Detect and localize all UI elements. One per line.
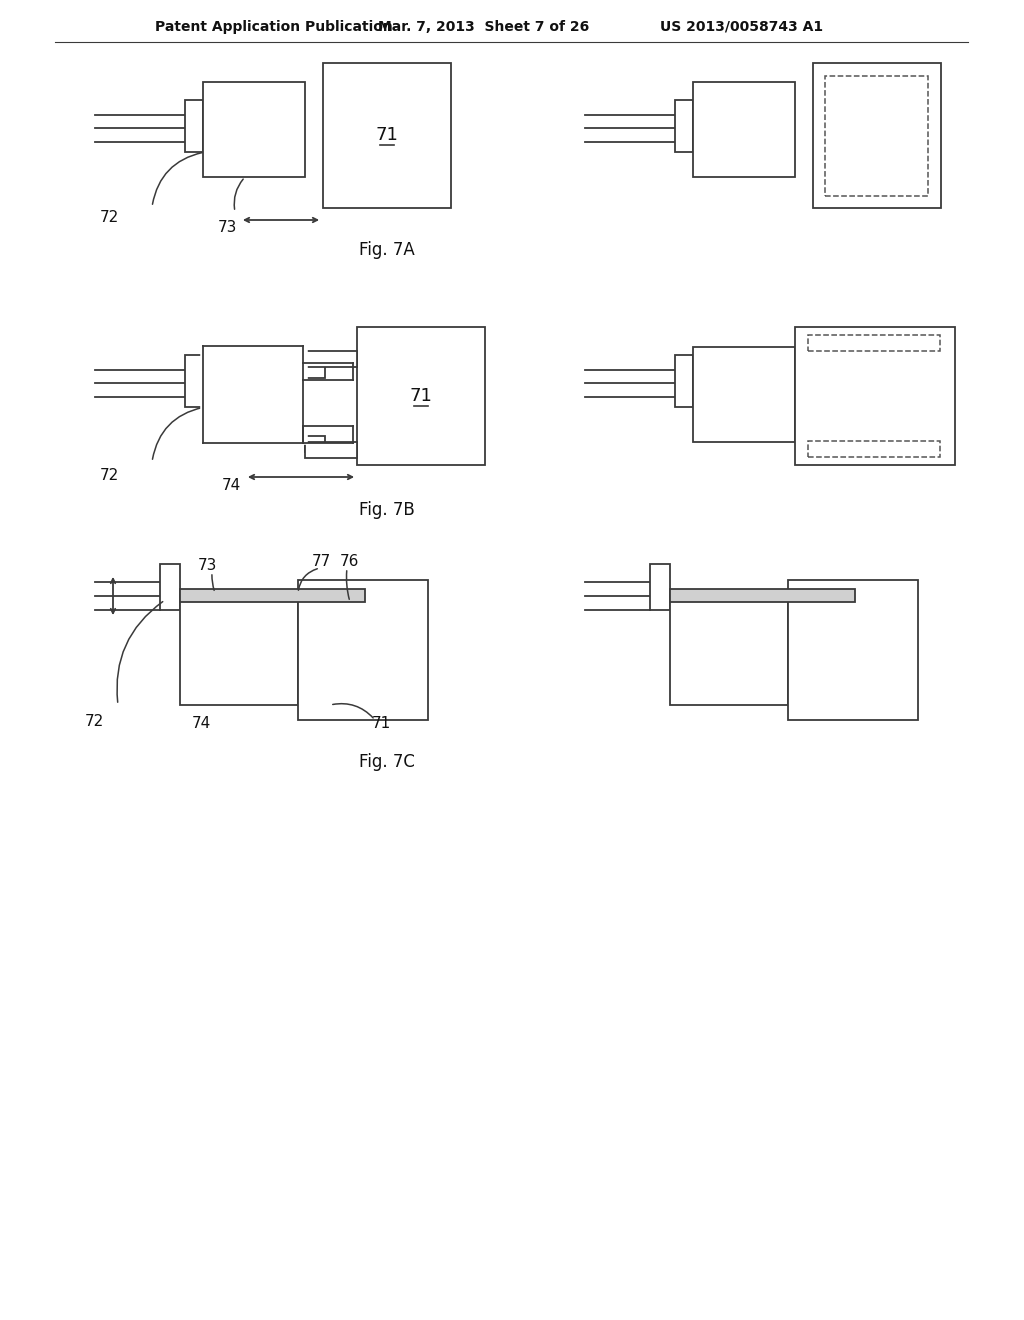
Text: 72: 72 [100,467,119,483]
Bar [180,595,298,705]
Text: 74: 74 [193,717,211,731]
Bar [160,564,180,610]
Text: Fig. 7B: Fig. 7B [359,502,415,519]
Text: 72: 72 [85,714,104,730]
Bar [323,63,451,209]
Text: 73: 73 [218,220,238,235]
Bar [203,347,305,442]
Bar [808,441,940,457]
Bar [203,347,305,442]
Bar [357,327,485,465]
Text: 71: 71 [376,125,398,144]
Bar [670,589,855,602]
Text: 76: 76 [340,554,359,569]
Text: 71: 71 [410,387,432,405]
Bar [298,579,428,719]
Bar [203,347,305,442]
Text: 77: 77 [312,554,331,569]
Bar [693,347,795,442]
Bar [185,355,203,407]
Bar [675,100,693,152]
Bar [795,327,955,465]
Bar [180,589,365,602]
Bar [305,351,357,367]
Bar [650,564,670,610]
Bar [808,335,940,351]
Bar [813,63,941,209]
Bar [203,82,305,177]
Text: Fig. 7C: Fig. 7C [359,752,415,771]
Bar [675,355,693,407]
Text: US 2013/0058743 A1: US 2013/0058743 A1 [660,20,823,34]
Bar [305,362,325,378]
Bar [693,82,795,177]
Bar [305,442,357,458]
Bar [825,77,928,195]
Text: 72: 72 [100,210,119,224]
Bar [670,595,788,705]
Text: 73: 73 [198,558,217,573]
Text: Mar. 7, 2013  Sheet 7 of 26: Mar. 7, 2013 Sheet 7 of 26 [378,20,589,34]
Bar [305,436,325,451]
Text: Fig. 7A: Fig. 7A [359,242,415,259]
Text: 74: 74 [222,479,242,494]
Bar [185,100,203,152]
Text: 71: 71 [372,717,391,731]
Text: Patent Application Publication: Patent Application Publication [155,20,393,34]
Bar [788,579,918,719]
